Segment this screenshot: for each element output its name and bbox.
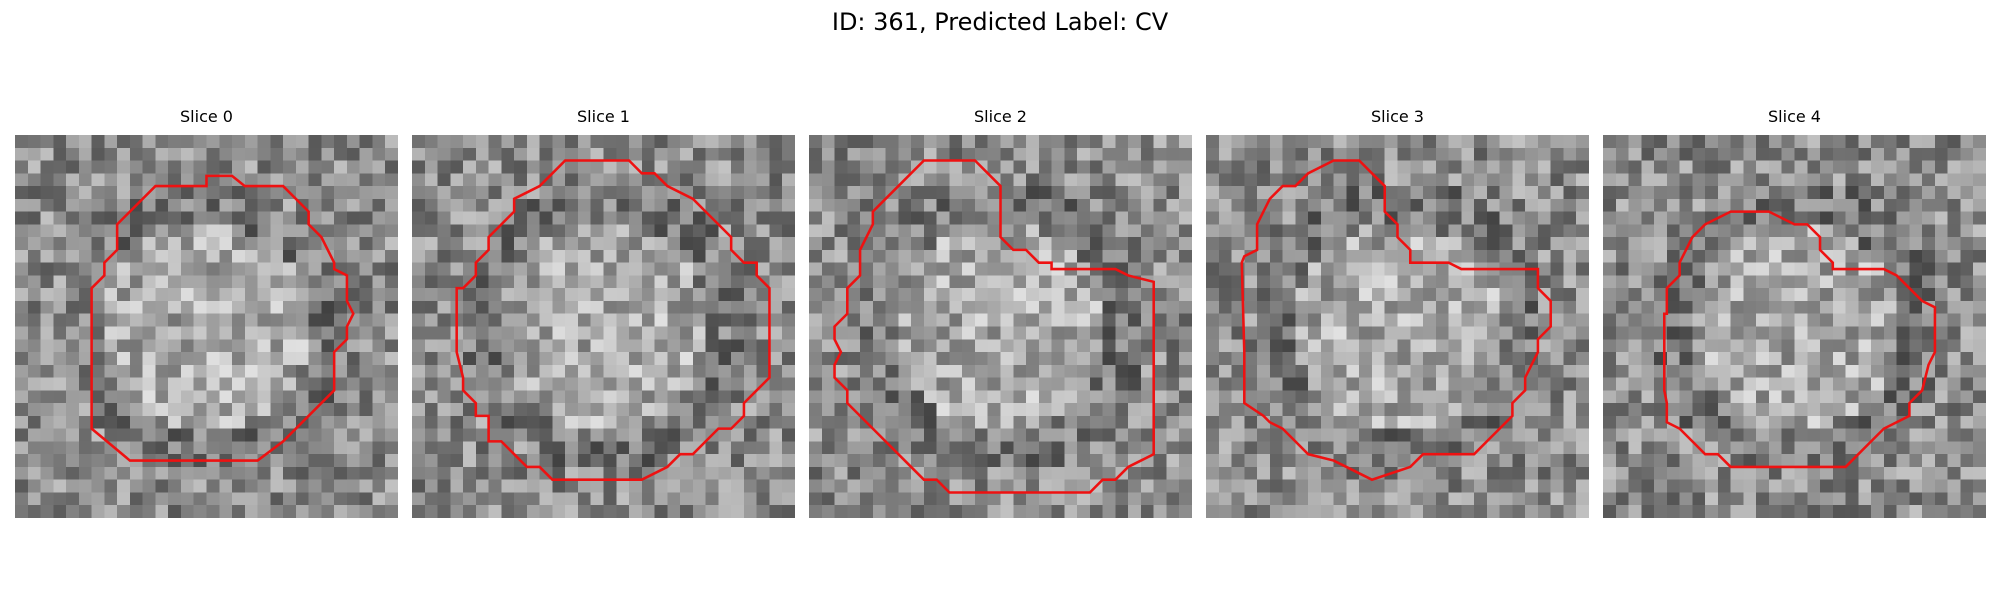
figure-title: ID: 361, Predicted Label: CV — [831, 8, 1169, 36]
slice-contour-0 — [90, 174, 355, 462]
slice-contour-4 — [1663, 210, 1937, 469]
slice-pixels-3 — [1206, 135, 1589, 518]
slice-contour-3 — [1240, 159, 1552, 482]
slice-panel-1: Slice 1 — [412, 106, 795, 518]
slice-contour-1 — [455, 159, 771, 481]
slice-pixels-0 — [15, 135, 398, 518]
slice-pixels-4 — [1603, 135, 1986, 518]
slice-pixels-2 — [809, 135, 1192, 518]
slice-panel-0: Slice 0 — [15, 106, 398, 518]
slice-panel-3: Slice 3 — [1206, 106, 1589, 518]
slice-image-1 — [412, 135, 795, 518]
slice-title-0: Slice 0 — [180, 107, 233, 126]
slice-panel-2: Slice 2 — [809, 106, 1192, 518]
slice-contour-2 — [833, 159, 1155, 494]
slice-title-2: Slice 2 — [974, 107, 1027, 126]
slice-image-2 — [809, 135, 1192, 518]
slice-image-4 — [1603, 135, 1986, 518]
slice-image-3 — [1206, 135, 1589, 518]
slice-panel-4: Slice 4 — [1603, 106, 1986, 518]
slice-image-0 — [15, 135, 398, 518]
slice-pixels-1 — [412, 135, 795, 518]
slice-title-1: Slice 1 — [577, 107, 630, 126]
slice-title-3: Slice 3 — [1371, 107, 1424, 126]
slice-title-4: Slice 4 — [1768, 107, 1821, 126]
